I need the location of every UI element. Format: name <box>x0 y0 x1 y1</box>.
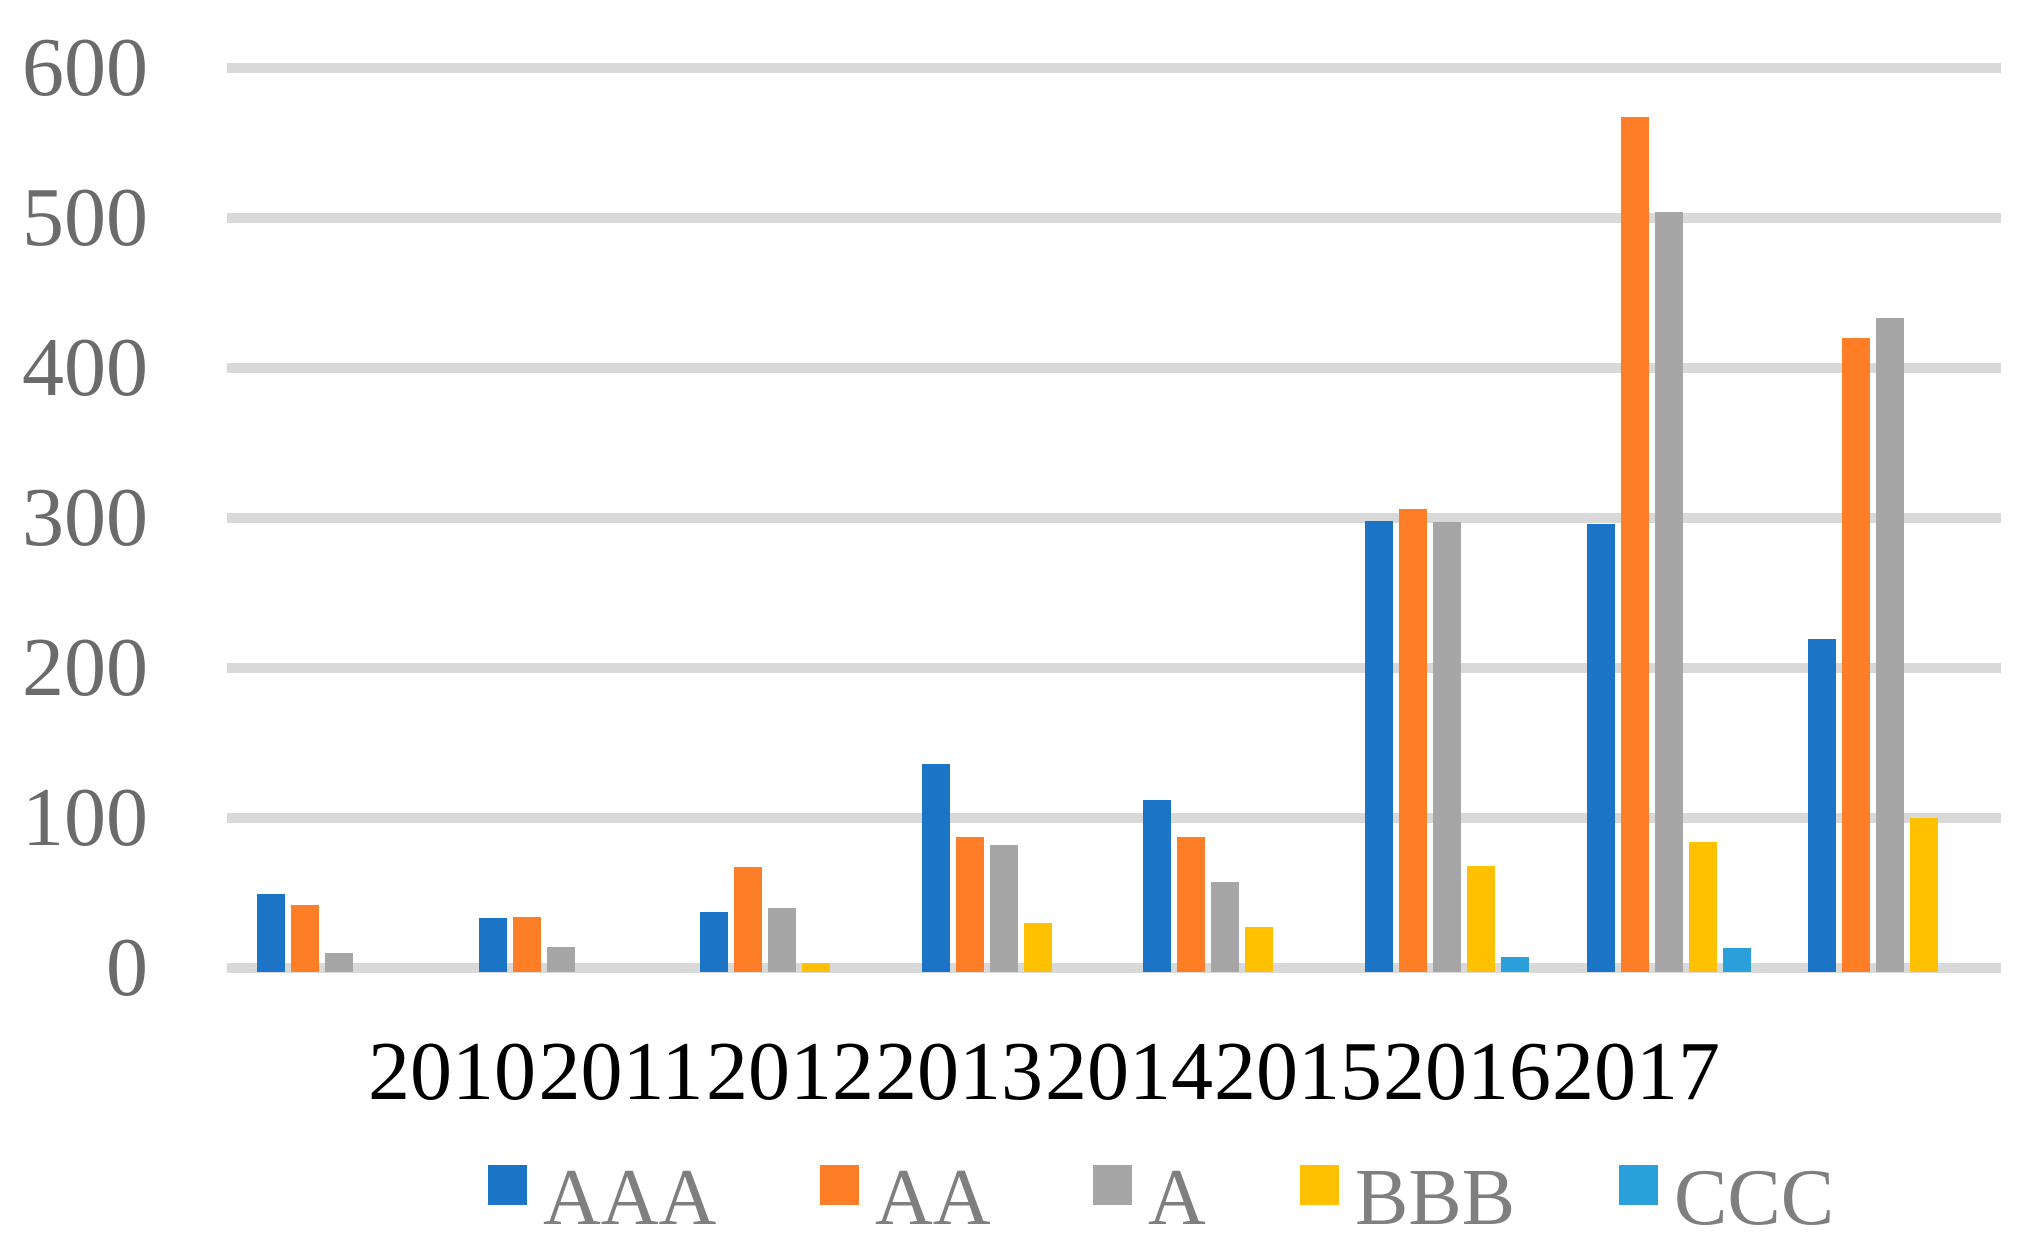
bar-2016-A <box>1655 212 1683 972</box>
x-tick-label-2015: 2015 <box>1214 1025 1382 1118</box>
x-tick-label-2014: 2014 <box>1045 1025 1213 1118</box>
y-tick-label-100: 100 <box>22 771 148 864</box>
legend-label-AA: AA <box>875 1154 991 1242</box>
bar-2015-CCC <box>1501 957 1529 972</box>
bar-2012-BBB <box>802 963 830 972</box>
bar-2015-A <box>1433 522 1461 972</box>
bar-2014-AA <box>1177 837 1205 972</box>
bar-2017-AA <box>1842 338 1870 972</box>
x-tick-label-2016: 2016 <box>1383 1025 1551 1118</box>
y-tick-label-300: 300 <box>22 471 148 564</box>
gridline-600 <box>227 63 2001 73</box>
gridline-500 <box>227 213 2001 223</box>
legend-label-CCC: CCC <box>1674 1154 1835 1242</box>
legend-swatch-BBB <box>1300 1165 1339 1205</box>
legend-swatch-AAA <box>488 1165 527 1205</box>
bar-2013-AA <box>956 837 984 972</box>
legend-label-A: A <box>1148 1154 1206 1242</box>
bar-2017-A <box>1876 318 1904 972</box>
legend-label-BBB: BBB <box>1355 1154 1516 1242</box>
bar-2015-AAA <box>1365 521 1393 972</box>
bar-2010-AAA <box>257 894 285 972</box>
gridline-100 <box>227 813 2001 823</box>
bar-2016-AA <box>1621 117 1649 972</box>
x-tick-label-2010: 2010 <box>368 1025 536 1118</box>
bar-2012-AA <box>734 867 762 972</box>
bar-2011-AAA <box>479 918 507 972</box>
x-tick-label-2012: 2012 <box>706 1025 874 1118</box>
bar-2015-AA <box>1399 509 1427 972</box>
bar-2017-AAA <box>1808 639 1836 972</box>
gridline-200 <box>227 663 2001 673</box>
bar-2016-AAA <box>1587 524 1615 972</box>
bar-2017-BBB <box>1910 818 1938 972</box>
bar-2014-AAA <box>1143 800 1171 972</box>
bar-2013-AAA <box>922 764 950 972</box>
bar-2016-CCC <box>1723 948 1751 972</box>
legend-swatch-CCC <box>1619 1165 1658 1205</box>
legend-swatch-A <box>1093 1165 1132 1205</box>
x-tick-label-2013: 2013 <box>875 1025 1043 1118</box>
bar-2016-BBB <box>1689 842 1717 972</box>
bar-2012-A <box>768 908 796 972</box>
bar-2013-A <box>990 845 1018 972</box>
legend-label-AAA: AAA <box>543 1154 717 1242</box>
bar-2014-BBB <box>1245 927 1273 972</box>
bar-2014-A <box>1211 882 1239 972</box>
y-tick-label-600: 600 <box>22 21 148 114</box>
gridline-300 <box>227 513 2001 523</box>
bar-2011-AA <box>513 917 541 972</box>
gridline-0 <box>227 963 2001 973</box>
bar-2015-BBB <box>1467 866 1495 972</box>
y-tick-label-400: 400 <box>22 321 148 414</box>
bar-2012-AAA <box>700 912 728 972</box>
x-tick-label-2017: 2017 <box>1552 1025 1720 1118</box>
y-tick-label-500: 500 <box>22 171 148 264</box>
bar-2011-A <box>547 947 575 972</box>
gridline-400 <box>227 363 2001 373</box>
x-tick-label-2011: 2011 <box>538 1025 704 1118</box>
bar-2010-A <box>325 953 353 972</box>
y-tick-label-200: 200 <box>22 621 148 714</box>
bar-2013-BBB <box>1024 923 1052 972</box>
legend-swatch-AA <box>820 1165 859 1205</box>
y-tick-label-0: 0 <box>106 921 148 1014</box>
bar-2010-AA <box>291 905 319 972</box>
